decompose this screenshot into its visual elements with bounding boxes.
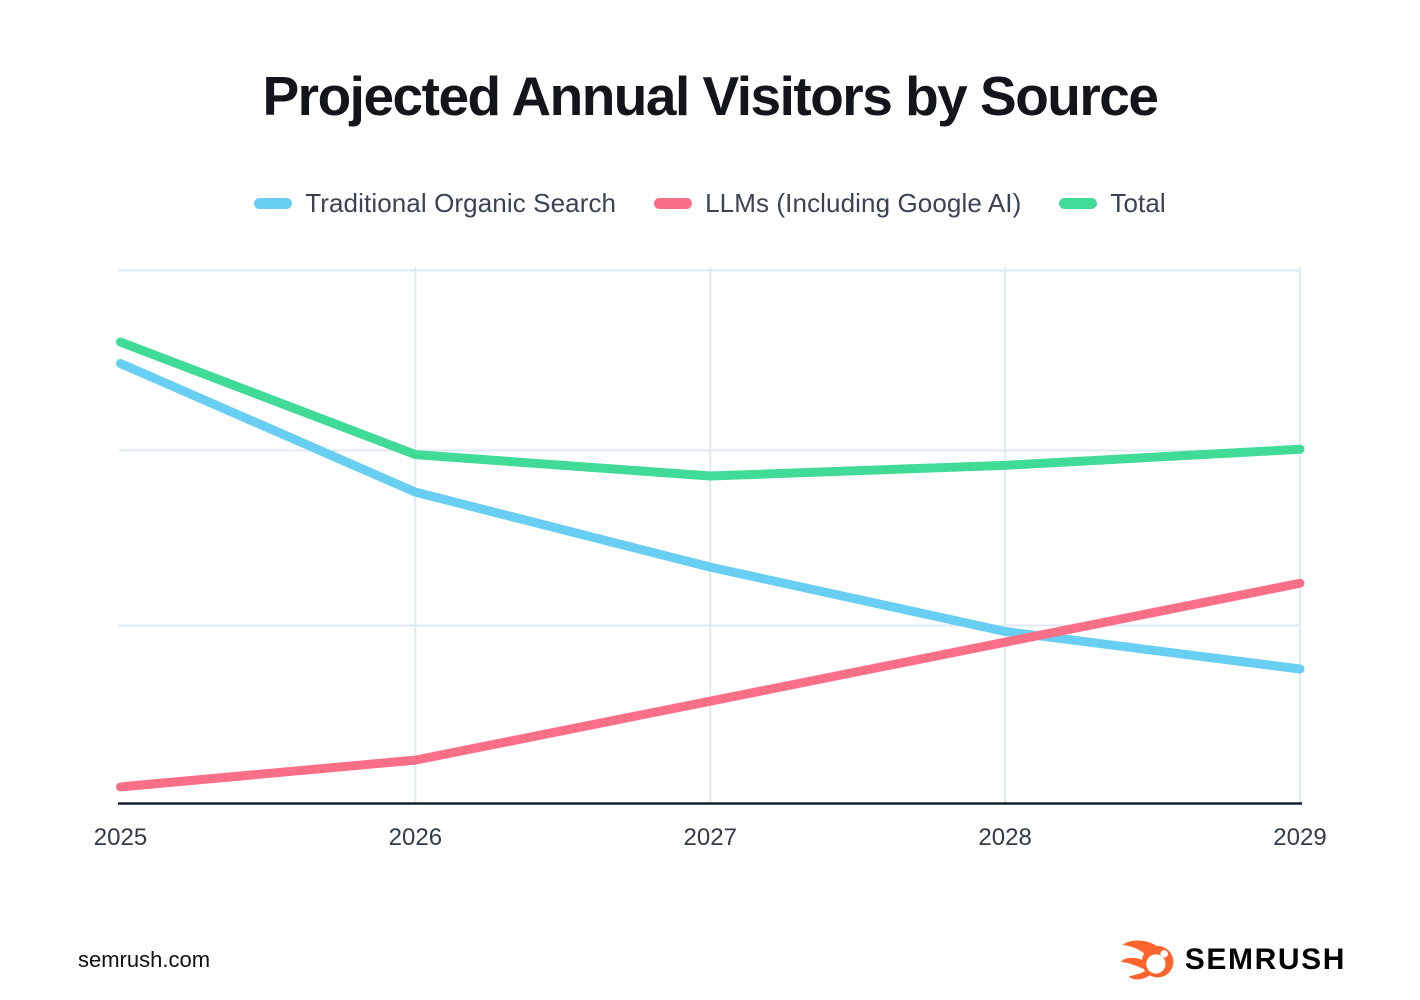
series-line-1 [116,358,1305,674]
x-tick-label-2028: 2028 [978,824,1032,851]
x-tick-label-2026: 2026 [388,824,443,851]
series-line-2 [116,578,1305,792]
legend-label: Total [1110,188,1166,218]
x-tick-label-2025: 2025 [93,824,148,851]
semrush-flame-ball-icon [1120,940,1174,980]
legend-swatch-icon [254,198,293,209]
x-tick-label-2027: 2027 [683,824,737,851]
legend-item-2: LLMs (Including Google AI) [654,188,1021,219]
legend-item-3: Total [1059,188,1166,219]
chart-legend: Traditional Organic Search LLMs (Includin… [0,188,1420,219]
source-url: semrush.com [78,947,211,972]
legend-swatch-icon [654,198,693,209]
legend-swatch-icon [1059,198,1098,209]
legend-label: LLMs (Including Google AI) [705,188,1022,218]
chart-title: Projected Annual Visitors by Source [262,65,1160,127]
legend-label: Traditional Organic Search [305,188,617,218]
semrush-logo: SEMRUSH [1120,938,1346,982]
series-line-3 [116,337,1305,481]
semrush-wordmark: SEMRUSH [1184,943,1346,976]
x-tick-label-2029: 2029 [1273,824,1327,851]
legend-item-1: Traditional Organic Search [254,188,616,219]
